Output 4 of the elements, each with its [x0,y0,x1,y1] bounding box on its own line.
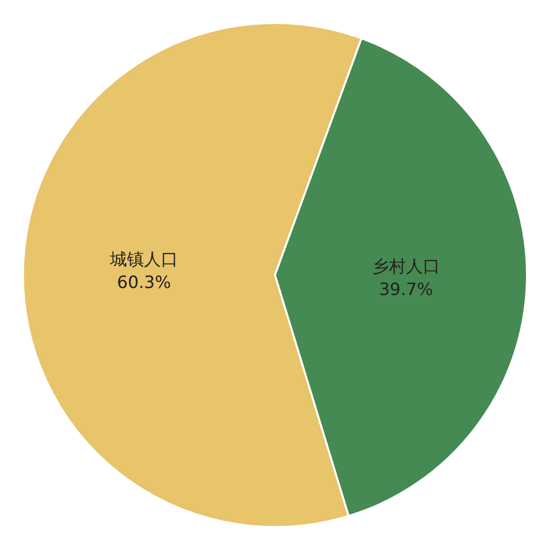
slice-label: 城镇人口 [109,250,178,270]
data-label: 60.3% [117,272,172,293]
slice-label: 乡村人口 [372,256,440,277]
data-label: 39.7% [378,280,433,300]
